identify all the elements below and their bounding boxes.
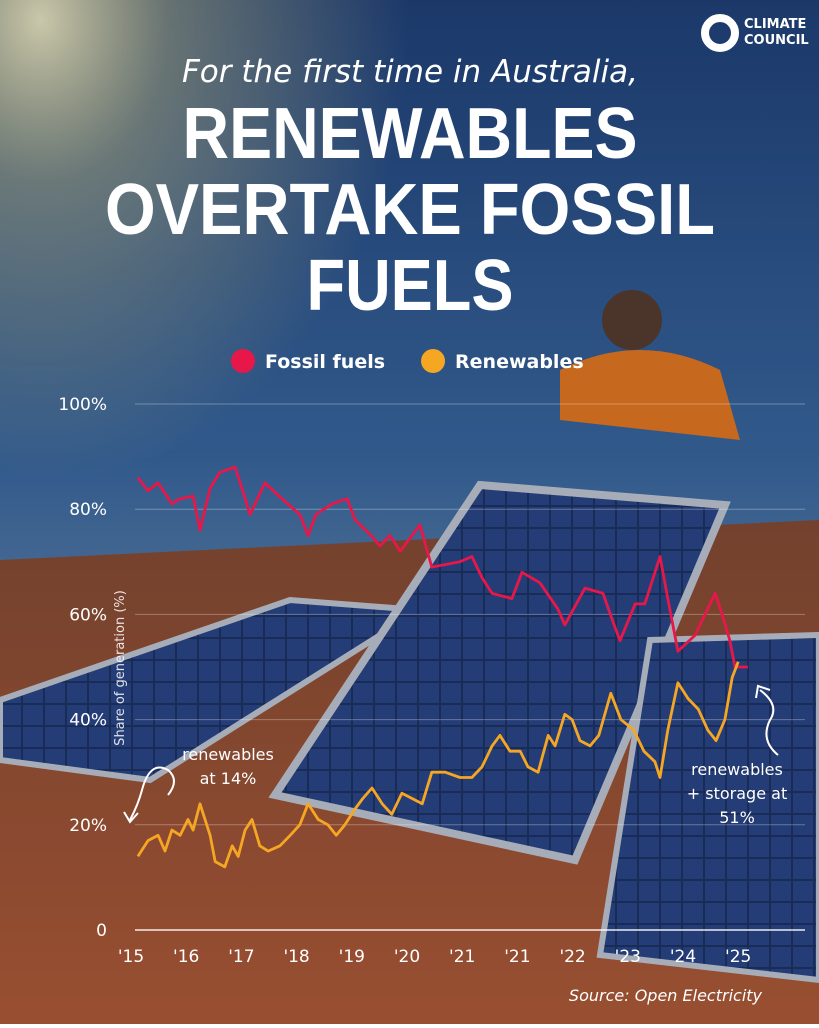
x-tick-label: '25 xyxy=(725,947,751,967)
legend-marker xyxy=(421,349,446,373)
annotation: renewables xyxy=(691,760,783,779)
y-tick-label: 20% xyxy=(69,816,107,836)
y-tick-label: 100% xyxy=(58,395,107,415)
chart-title: OVERTAKE FOSSIL xyxy=(105,170,715,250)
x-tick-label: '23 xyxy=(615,947,641,967)
x-tick-label: '18 xyxy=(283,947,309,967)
annotation: at 14% xyxy=(200,769,257,788)
x-tick-label: '21 xyxy=(449,947,475,967)
series-line xyxy=(136,661,740,869)
chart-title: FUELS xyxy=(307,246,514,326)
x-tick-label: '21 xyxy=(504,947,530,967)
chart-subtitle: For the first time in Australia, xyxy=(182,54,638,90)
logo: CLIMATE COUNCIL xyxy=(701,14,809,52)
x-tick-label: '24 xyxy=(670,947,696,967)
legend-marker xyxy=(231,349,255,373)
x-tick-label: '20 xyxy=(394,947,420,967)
grid xyxy=(135,403,805,931)
y-tick-label: 0 xyxy=(96,921,107,941)
y-tick-label: 60% xyxy=(69,605,107,625)
logo-text: COUNCIL xyxy=(744,33,809,48)
legend-label: Fossil fuels xyxy=(265,351,385,373)
x-tick-label: '16 xyxy=(173,947,199,967)
legend-label: Renewables xyxy=(455,351,584,373)
x-tick-label: '19 xyxy=(339,947,365,967)
x-tick-label: '17 xyxy=(228,947,254,967)
source: Source: Open Electricity xyxy=(569,986,763,1005)
y-tick-label: 40% xyxy=(69,711,107,731)
y-tick-label: 80% xyxy=(69,500,107,520)
series-line xyxy=(136,465,748,669)
x-tick-label: '22 xyxy=(559,947,585,967)
y-axis-label: Share of generation (%) xyxy=(113,590,128,746)
annotation: renewables xyxy=(182,745,274,764)
chart-title: RENEWABLES xyxy=(183,94,638,174)
annotation: 51% xyxy=(719,808,755,827)
logo-text: CLIMATE xyxy=(744,17,806,32)
annotation: + storage at xyxy=(687,784,787,803)
x-tick-label: '15 xyxy=(118,947,144,967)
